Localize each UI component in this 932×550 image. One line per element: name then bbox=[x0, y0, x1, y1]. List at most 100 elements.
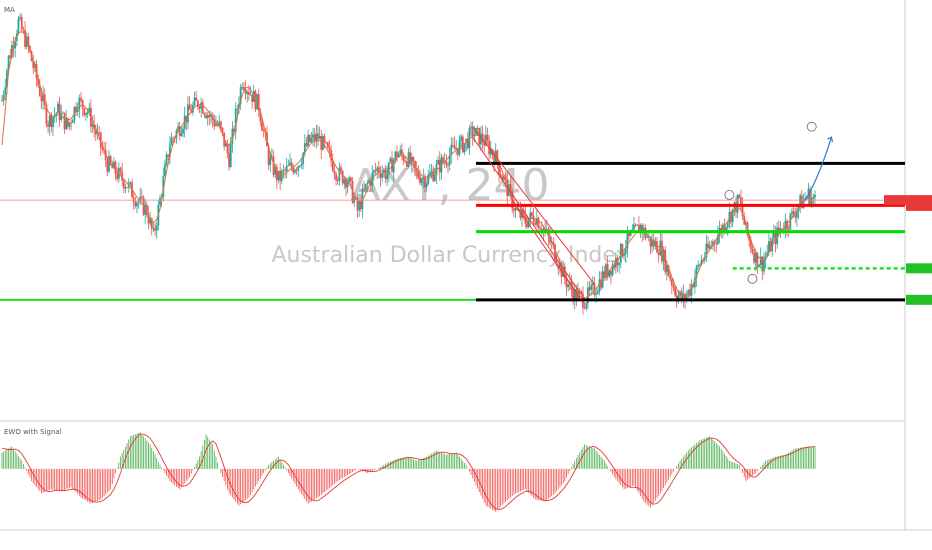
candle-body bbox=[460, 136, 463, 141]
candle-body bbox=[707, 243, 709, 249]
candle-body bbox=[121, 171, 124, 181]
candle-body bbox=[777, 227, 780, 232]
candle-body bbox=[66, 117, 69, 127]
candle-body bbox=[99, 132, 102, 148]
candle-body bbox=[310, 138, 313, 142]
candle-body bbox=[241, 86, 244, 88]
candle-body bbox=[751, 248, 754, 253]
candle-body bbox=[690, 284, 693, 296]
candle-body bbox=[187, 104, 189, 123]
candle-body bbox=[50, 115, 53, 127]
projection-arrowhead bbox=[827, 136, 834, 143]
candle-body bbox=[292, 167, 295, 173]
candle-body bbox=[537, 218, 540, 229]
candle-body bbox=[373, 170, 375, 173]
candle-body bbox=[101, 147, 104, 150]
candle-body bbox=[435, 164, 438, 175]
candle-body bbox=[748, 235, 751, 241]
candle-body bbox=[554, 244, 556, 261]
candle-body bbox=[108, 156, 110, 172]
candle-body bbox=[302, 152, 305, 164]
candle-body bbox=[244, 89, 247, 94]
candle-body bbox=[261, 121, 263, 131]
candle-body bbox=[122, 180, 125, 189]
candle-body bbox=[71, 120, 74, 123]
candle-body bbox=[590, 285, 593, 291]
candle-body bbox=[807, 188, 810, 198]
candle-body bbox=[43, 94, 46, 105]
candle-body bbox=[294, 169, 296, 173]
indicator-label: MA bbox=[4, 6, 15, 14]
candle-body bbox=[499, 174, 502, 176]
candle-body bbox=[364, 184, 367, 190]
candle-body bbox=[208, 115, 211, 117]
channel-inner-line bbox=[511, 199, 582, 301]
candle-body bbox=[356, 197, 359, 211]
candle-body bbox=[603, 271, 606, 279]
candle-body bbox=[573, 289, 576, 301]
candle-body bbox=[769, 241, 772, 252]
candle-body bbox=[463, 143, 466, 153]
candle-body bbox=[32, 61, 35, 68]
candle-body bbox=[465, 138, 468, 144]
candle-body bbox=[27, 36, 30, 47]
candle-body bbox=[616, 257, 619, 265]
candle-body bbox=[583, 307, 586, 309]
candle-body bbox=[275, 166, 278, 181]
candle-body bbox=[213, 120, 216, 126]
candle-body bbox=[484, 134, 487, 146]
candle-body bbox=[626, 233, 629, 249]
candle-body bbox=[280, 170, 283, 181]
candle-body bbox=[239, 86, 242, 104]
candle-body bbox=[723, 224, 726, 232]
candle-body bbox=[164, 164, 166, 177]
candle-body bbox=[402, 154, 405, 162]
candle-body bbox=[552, 241, 555, 245]
candle-body bbox=[532, 215, 535, 223]
candle-body bbox=[1, 100, 3, 102]
candle-body bbox=[453, 145, 456, 150]
candle-body bbox=[641, 224, 644, 234]
candle-body bbox=[326, 142, 329, 148]
candle-body bbox=[789, 213, 792, 230]
candle-body bbox=[740, 197, 742, 205]
candle-body bbox=[606, 264, 609, 277]
candle-body bbox=[144, 204, 147, 215]
candle-body bbox=[312, 134, 314, 139]
candle-body bbox=[572, 289, 574, 301]
candle-body bbox=[374, 170, 377, 172]
candle-body bbox=[389, 158, 392, 163]
candle-body bbox=[91, 124, 94, 127]
candle-body bbox=[323, 136, 326, 143]
candle-body bbox=[526, 223, 528, 227]
candle-body bbox=[774, 232, 777, 244]
candle-body bbox=[200, 102, 203, 109]
candle-body bbox=[417, 170, 420, 178]
candle-body bbox=[37, 78, 40, 86]
channel-lower-line bbox=[472, 136, 582, 295]
candle-body bbox=[422, 177, 425, 180]
candle-body bbox=[470, 127, 472, 129]
candle-body bbox=[254, 91, 257, 110]
candle-body bbox=[433, 174, 436, 181]
candle-body bbox=[272, 156, 275, 175]
candle-body bbox=[560, 262, 563, 277]
candle-body bbox=[595, 293, 598, 296]
wave-label-circle bbox=[747, 273, 758, 284]
candle-body bbox=[328, 147, 331, 151]
candle-body bbox=[45, 104, 48, 125]
candle-body bbox=[471, 127, 474, 137]
wave-label-circle bbox=[724, 189, 735, 200]
candle-body bbox=[412, 157, 415, 162]
candle-body bbox=[794, 215, 797, 218]
candle-body bbox=[450, 144, 453, 156]
candle-body bbox=[363, 189, 365, 191]
candle-body bbox=[456, 148, 459, 155]
candle-body bbox=[414, 161, 416, 169]
candle-body bbox=[432, 171, 435, 181]
candle-body bbox=[598, 279, 601, 292]
candle-body bbox=[522, 210, 525, 215]
candle-body bbox=[170, 137, 173, 146]
candle-body bbox=[68, 122, 71, 127]
